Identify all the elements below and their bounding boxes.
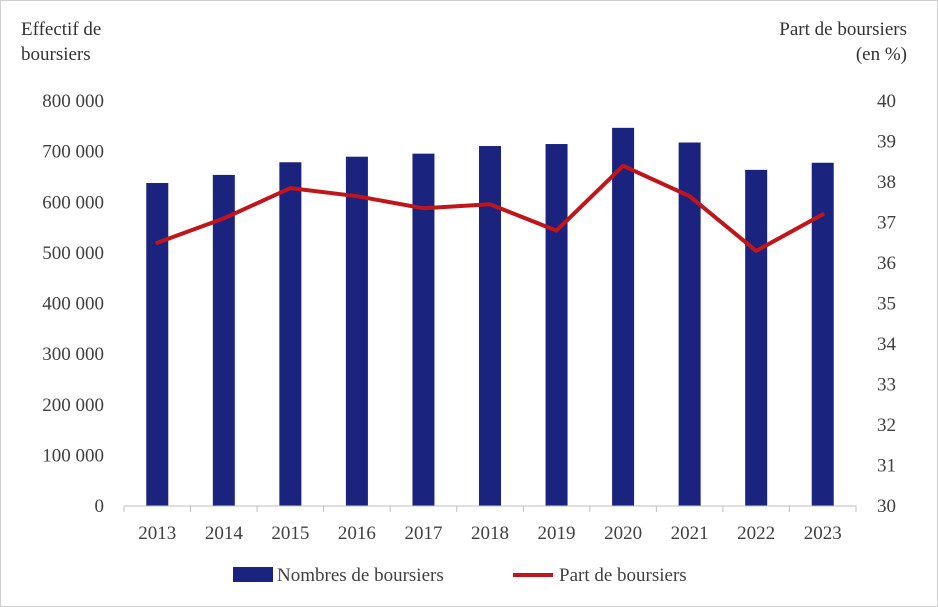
y-left-tick-label: 200 000 [42, 395, 104, 416]
y-axis-left-title: Effectif de boursiers [21, 17, 101, 67]
x-tick-label: 2020 [604, 523, 642, 544]
x-tick-label: 2022 [737, 523, 775, 544]
x-tick-label: 2021 [671, 523, 709, 544]
y-right-tick-label: 39 [877, 132, 896, 153]
bar-2013 [146, 183, 169, 506]
y-right-tick-label: 31 [877, 456, 896, 477]
y-right-tick-label: 36 [877, 253, 896, 274]
y-right-tick-label: 34 [877, 334, 897, 355]
bar-2017 [412, 153, 435, 506]
legend-label-bars: Nombres de boursiers [277, 565, 444, 586]
bar-2021 [678, 142, 701, 506]
bar-2020 [612, 127, 635, 507]
y-left-tick-label: 400 000 [42, 294, 104, 315]
y-right-tick-label: 38 [877, 172, 896, 193]
y-left-tick-label: 800 000 [42, 91, 104, 112]
x-tick-label: 2019 [538, 523, 576, 544]
bar-2014 [212, 174, 235, 506]
x-tick-label: 2013 [138, 523, 176, 544]
y-axis-right-title-line2: (en %) [855, 44, 907, 65]
y-right-tick-label: 37 [877, 213, 896, 234]
y-right-tick-label: 32 [877, 415, 896, 436]
y-right-tick-label: 40 [877, 91, 896, 112]
x-tick-label: 2014 [205, 523, 244, 544]
y-left-tick-label: 600 000 [42, 192, 104, 213]
bar-2022 [745, 169, 768, 506]
y-right-tick-label: 33 [877, 375, 896, 396]
x-tick-label: 2023 [804, 523, 842, 544]
x-tick-label: 2015 [271, 523, 309, 544]
x-tick-label: 2017 [404, 523, 442, 544]
line-part-de-boursiers [155, 163, 825, 253]
y-axis-left-title-line2: boursiers [21, 44, 91, 65]
bar-2015 [279, 162, 302, 506]
y-left-tick-label: 100 000 [42, 445, 104, 466]
y-right-tick-label: 35 [877, 294, 896, 315]
y-left-tick-label: 700 000 [42, 142, 104, 163]
legend-swatch-bars [233, 567, 273, 582]
y-left-tick-label: 0 [95, 496, 105, 517]
x-tick-label: 2018 [471, 523, 509, 544]
y-left-tick-label: 300 000 [42, 344, 104, 365]
legend-label-line: Part de boursiers [559, 565, 687, 586]
x-tick-label: 2016 [338, 523, 376, 544]
y-axis-right-title: Part de boursiers (en %) [779, 17, 907, 67]
y-right-tick-label: 30 [877, 496, 896, 517]
y-left-tick-label: 500 000 [42, 243, 104, 264]
y-axis-right-title-line1: Part de boursiers [779, 19, 907, 40]
y-axis-left-title-line1: Effectif de [21, 19, 102, 40]
bar-2016 [345, 156, 368, 506]
bar-2019 [545, 144, 568, 506]
bar-2018 [479, 146, 501, 506]
bar-2023 [811, 162, 834, 506]
